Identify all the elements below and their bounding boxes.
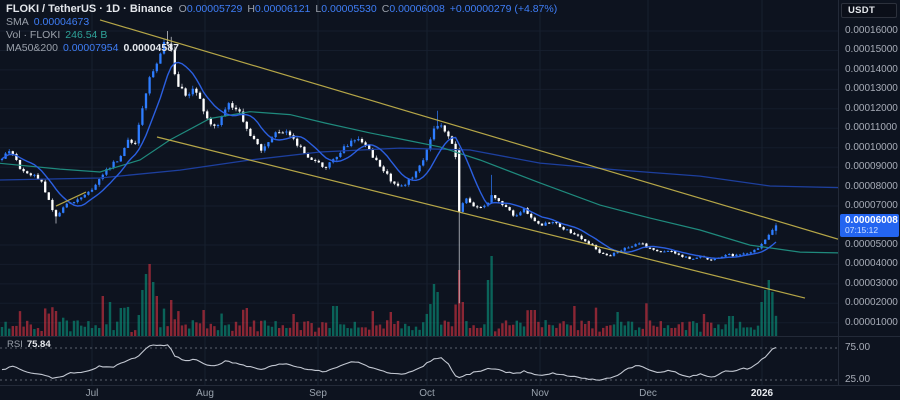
sma-value: 0.00004673 xyxy=(33,16,90,28)
price-tick-label: 0.00014000 xyxy=(845,63,898,75)
time-label-jul: Jul xyxy=(85,388,99,399)
time-axis-separator xyxy=(0,385,900,386)
price-tick-label: 0.00002000 xyxy=(845,297,898,309)
sma-line xyxy=(1,61,777,260)
chart-canvas[interactable] xyxy=(0,0,838,385)
axis-separator xyxy=(838,0,839,385)
low-value: 0.00005530 xyxy=(321,3,377,15)
rsi-legend[interactable]: RSI 75.84 xyxy=(7,339,51,350)
ma50-line xyxy=(0,111,838,254)
chart-legend: FLOKI / TetherUS · 1D · Binance O0.000057… xyxy=(6,3,557,55)
price-tick-label: 0.00013000 xyxy=(845,83,898,95)
price-axis[interactable]: USDT 0.00016000 0.00015000 0.00014000 0.000… xyxy=(839,0,900,385)
rsi-upper-level-label: 75.00 xyxy=(845,342,871,353)
price-tick-label: 0.00008000 xyxy=(845,180,898,192)
ma-label: MA50&200 xyxy=(6,42,58,54)
close-value: 0.00006008 xyxy=(389,3,445,15)
price-tick-label: 0.00016000 xyxy=(845,25,898,36)
price-tick-label: 0.00015000 xyxy=(845,44,898,56)
sma-label: SMA xyxy=(6,16,29,28)
last-price-value: 0.00006008 xyxy=(845,215,898,226)
time-label-2026: 2026 xyxy=(750,388,774,399)
volume-label: Vol · FLOKI xyxy=(6,29,61,41)
trendline-1[interactable] xyxy=(156,136,806,299)
pane-separator[interactable] xyxy=(0,336,900,337)
ma-row[interactable]: MA50&200 0.00007954 0.00004587 xyxy=(6,42,557,55)
price-tick-label: 0.00004000 xyxy=(845,258,898,270)
ma200-value: 0.00004587 xyxy=(123,42,179,54)
change-value: +0.00000279 (+4.87%) xyxy=(449,3,558,15)
price-tick-label: 0.00012000 xyxy=(845,102,898,114)
rsi-line xyxy=(1,344,777,381)
price-tick-label: 0.00009000 xyxy=(845,161,898,173)
symbol-row[interactable]: FLOKI / TetherUS · 1D · Binance O0.000057… xyxy=(6,3,557,16)
price-tick-label: 0.00003000 xyxy=(845,277,898,289)
open-value: 0.00005729 xyxy=(186,3,243,15)
price-tick-label: 0.00001000 xyxy=(845,316,898,328)
time-label-oct: Oct xyxy=(419,388,435,399)
rsi-label: RSI xyxy=(7,339,23,350)
trendline-2[interactable] xyxy=(55,191,87,207)
rsi-value: 75.84 xyxy=(26,339,51,350)
last-price-badge: 0.00006008 07:15:12 xyxy=(840,214,899,237)
price-tick-label: 0.00005000 xyxy=(845,238,898,250)
time-axis[interactable]: Jul Aug Sep Oct Nov Dec 2026 xyxy=(0,386,900,400)
ma50-value: 0.00007954 xyxy=(62,42,119,54)
price-tick-label: 0.00007000 xyxy=(845,200,898,212)
high-label: H xyxy=(247,3,255,15)
time-label-nov: Nov xyxy=(531,388,549,399)
trendline-0[interactable] xyxy=(99,19,838,240)
time-label-aug: Aug xyxy=(196,388,214,399)
low-label: L xyxy=(315,3,322,15)
price-tick-label: 0.00011000 xyxy=(845,122,898,134)
chart-svg[interactable] xyxy=(0,0,838,385)
volume-value: 246.54 B xyxy=(65,29,108,41)
time-label-sep: Sep xyxy=(309,388,327,399)
volume-row[interactable]: Vol · FLOKI 246.54 B xyxy=(6,29,557,42)
open-label: O xyxy=(178,3,187,15)
close-label: C xyxy=(381,3,390,15)
ma200-line xyxy=(0,147,838,189)
currency-toggle-button[interactable]: USDT xyxy=(841,3,897,18)
sma-row[interactable]: SMA 0.00004673 xyxy=(6,16,557,29)
time-label-dec: Dec xyxy=(639,388,657,399)
bar-countdown: 07:15:12 xyxy=(845,225,879,235)
rsi-lower-level-label: 25.00 xyxy=(845,374,871,385)
volume-bars xyxy=(0,256,778,336)
price-tick-label: 0.00010000 xyxy=(845,141,898,153)
high-value: 0.00006121 xyxy=(254,3,311,15)
symbol-title[interactable]: FLOKI / TetherUS · 1D · Binance xyxy=(6,3,173,15)
